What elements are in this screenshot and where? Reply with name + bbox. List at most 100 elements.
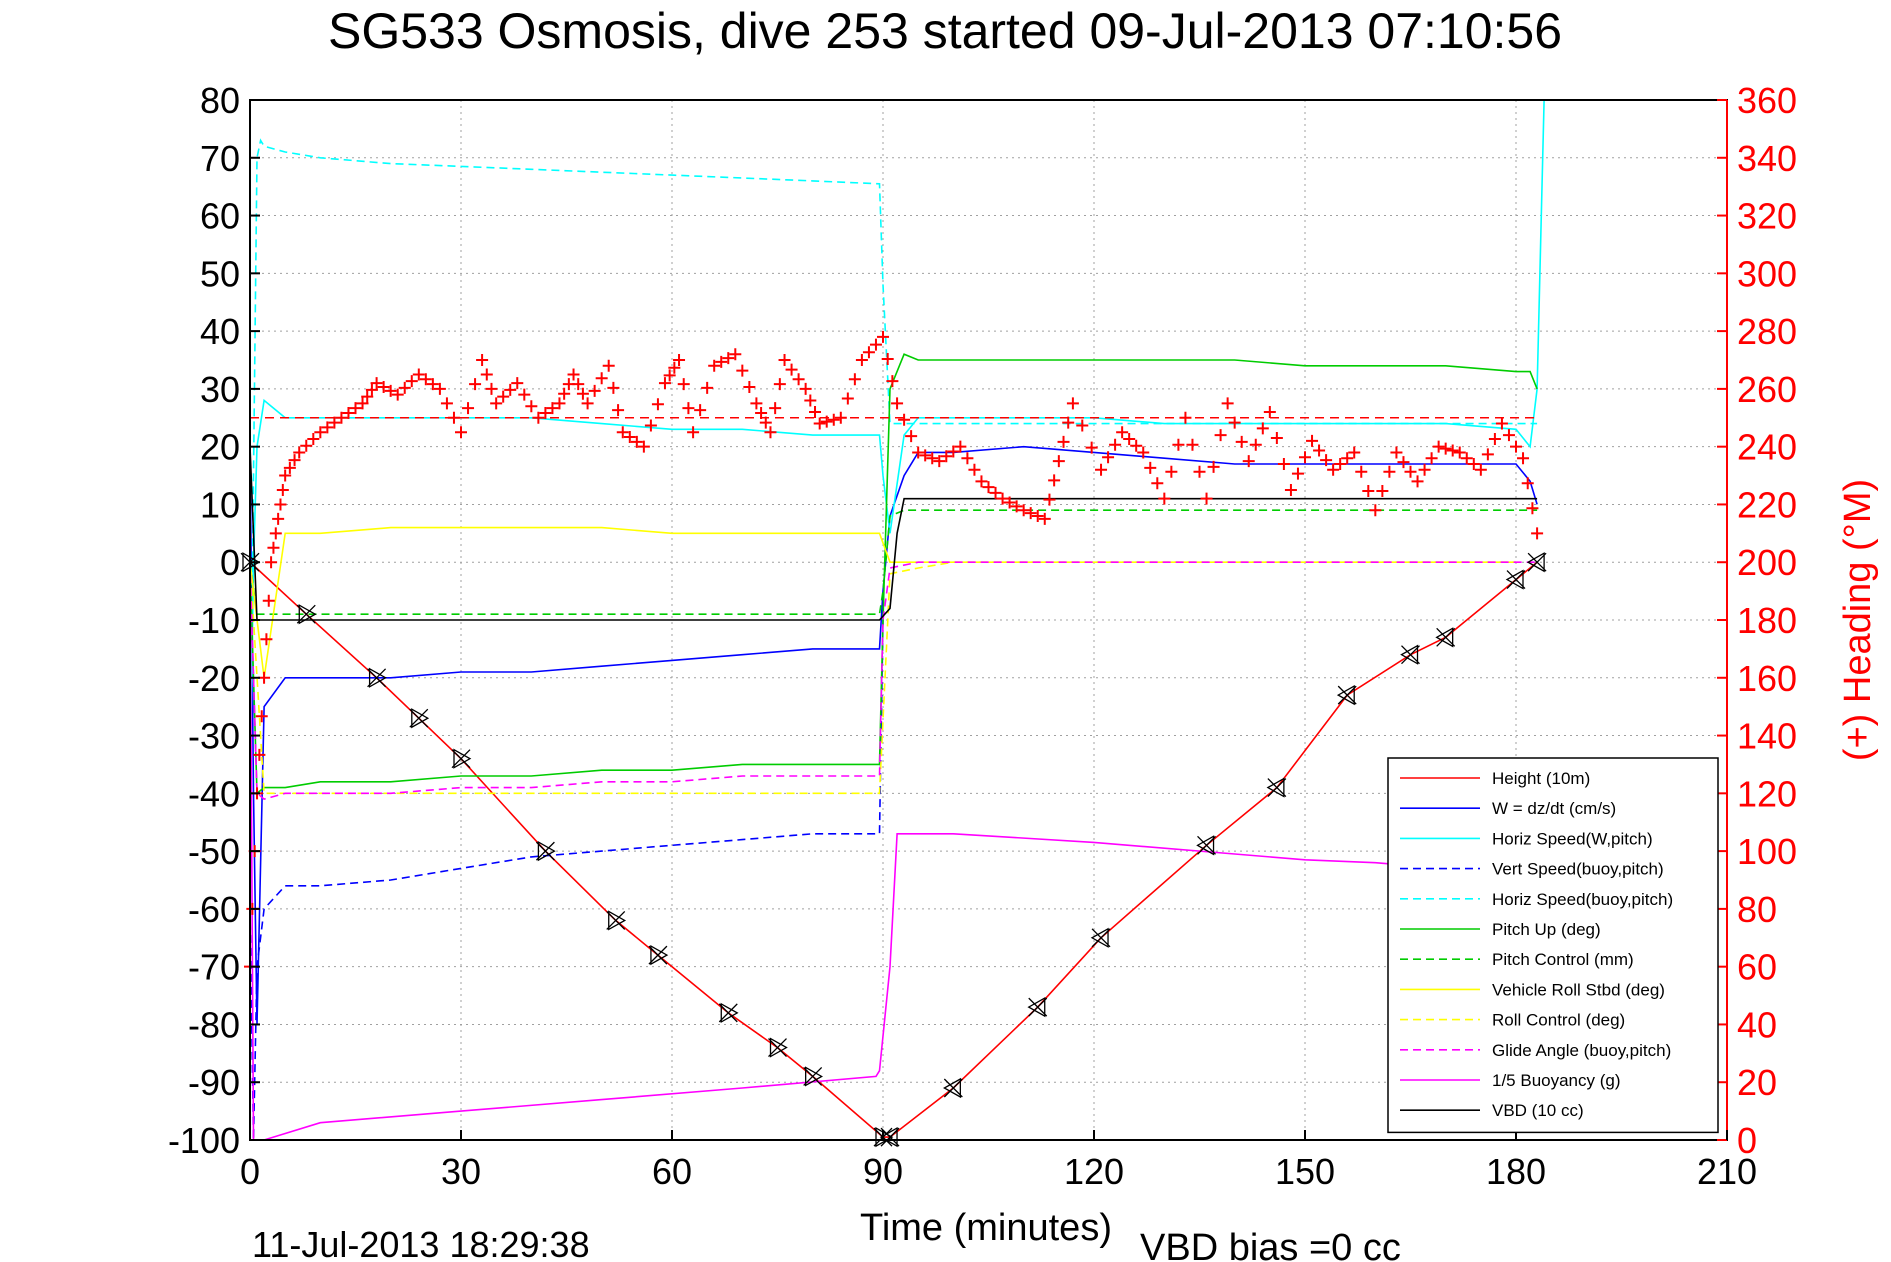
heading-marker: [588, 384, 601, 397]
x-tick-label: 150: [1275, 1151, 1335, 1192]
heading-marker: [1481, 448, 1494, 461]
heading-marker: [1123, 432, 1136, 445]
heading-marker: [759, 416, 772, 429]
heading-marker: [848, 373, 861, 386]
heading-marker: [1355, 465, 1368, 478]
y2-tick-label: 280: [1737, 311, 1797, 352]
heading-marker: [546, 402, 559, 415]
heading-marker: [989, 486, 1002, 499]
heading-marker: [701, 381, 714, 394]
height-marker: [648, 944, 669, 966]
heading-marker: [1057, 435, 1070, 448]
heading-marker: [1306, 434, 1319, 447]
x-axis: 0 30 60 90 120 150 180 210: [240, 1130, 1757, 1192]
y-tick-label: -70: [188, 947, 240, 988]
heading-marker: [314, 426, 327, 439]
heading-marker: [651, 398, 664, 411]
heading-marker: [553, 397, 566, 410]
heading-marker: [405, 375, 418, 388]
chart-title: SG533 Osmosis, dive 253 started 09-Jul-2…: [328, 3, 1562, 59]
legend-label: 1/5 Buoyancy (g): [1492, 1071, 1621, 1090]
heading-marker: [1334, 458, 1347, 470]
heading-marker: [1076, 419, 1089, 432]
legend-label: Glide Angle (buoy,pitch): [1492, 1041, 1671, 1060]
y2-tick-label: 40: [1737, 1004, 1777, 1045]
heading-marker: [663, 369, 676, 382]
heading-marker: [567, 368, 580, 381]
heading-marker: [398, 381, 411, 394]
heading-marker: [912, 446, 925, 459]
heading-marker: [576, 387, 589, 400]
heading-marker: [1327, 463, 1340, 476]
heading-marker: [276, 484, 289, 496]
heading-marker: [687, 426, 700, 439]
y-tick-label: -60: [188, 889, 240, 930]
y2-tick-label: 320: [1737, 196, 1797, 237]
vbd-bias-label: VBD bias =0 cc: [1140, 1227, 1401, 1262]
heading-marker: [1284, 484, 1297, 496]
height-marker: [367, 667, 387, 688]
legend: Height (10m) W = dz/dt (cm/s) Horiz Speed(…: [1387, 757, 1719, 1134]
heading-marker: [804, 394, 817, 407]
heading-marker: [1376, 484, 1389, 497]
legend-label: Vehicle Roll Stbd (deg): [1492, 980, 1665, 999]
series-line: [249, 561, 1538, 800]
y-tick-label: -30: [188, 716, 240, 757]
heading-marker: [1439, 442, 1452, 455]
height-marker: [606, 910, 627, 931]
height-marker: [1526, 552, 1547, 573]
heading-marker: [1137, 446, 1150, 459]
heading-marker: [595, 372, 608, 385]
y-tick-label: -50: [188, 831, 240, 872]
series-line: [249, 446, 1538, 621]
heading-marker: [253, 748, 266, 761]
y2-tick-label: 120: [1737, 773, 1797, 814]
legend-label: Vert Speed(buoy,pitch): [1492, 860, 1664, 879]
y2-tick-label: 300: [1737, 253, 1797, 294]
heading-marker: [715, 355, 728, 368]
heading-marker: [1228, 416, 1241, 429]
heading-marker: [1432, 440, 1445, 453]
heading-marker: [1521, 477, 1534, 490]
heading-marker: [961, 452, 974, 465]
height-marker: [768, 1037, 788, 1058]
height-marker: [451, 748, 472, 769]
heading-marker: [820, 415, 833, 428]
heading-marker: [773, 378, 786, 391]
heading-marker: [504, 383, 517, 396]
heading-marker: [668, 361, 681, 374]
heading-marker: [455, 426, 467, 439]
height-marker: [1196, 835, 1216, 856]
heading-marker: [1341, 452, 1354, 465]
heading-marker: [412, 368, 425, 381]
heading-marker: [572, 378, 585, 391]
heading-marker: [1062, 416, 1075, 429]
y-tick-label: -80: [188, 1004, 240, 1045]
heading-marker: [511, 377, 524, 390]
heading-marker: [1144, 461, 1157, 474]
heading-marker: [558, 387, 571, 400]
x-axis-label: Time (minutes): [860, 1207, 1112, 1249]
heading-marker: [612, 404, 625, 417]
legend-label: Roll Control (deg): [1492, 1011, 1625, 1030]
heading-marker: [419, 373, 432, 386]
heading-marker: [269, 527, 282, 540]
x-tick-label: 30: [441, 1151, 481, 1192]
y-tick-label: 80: [200, 80, 240, 121]
y2-tick-label: 100: [1737, 831, 1797, 872]
heading-marker: [1052, 455, 1065, 468]
y2-tick-label: 80: [1737, 889, 1777, 930]
height-marker: [1435, 627, 1456, 648]
heading-marker: [335, 411, 348, 424]
heading-marker: [1488, 432, 1501, 445]
heading-marker: [778, 354, 791, 366]
series-line: [249, 138, 1538, 794]
y-tick-label: -40: [188, 773, 240, 814]
heading-layer: [244, 330, 1544, 973]
heading-marker: [877, 330, 889, 343]
height-marker: [1090, 927, 1111, 948]
height-marker: [535, 840, 556, 862]
heading-marker: [769, 402, 782, 415]
legend-label: Pitch Control (mm): [1492, 950, 1634, 969]
